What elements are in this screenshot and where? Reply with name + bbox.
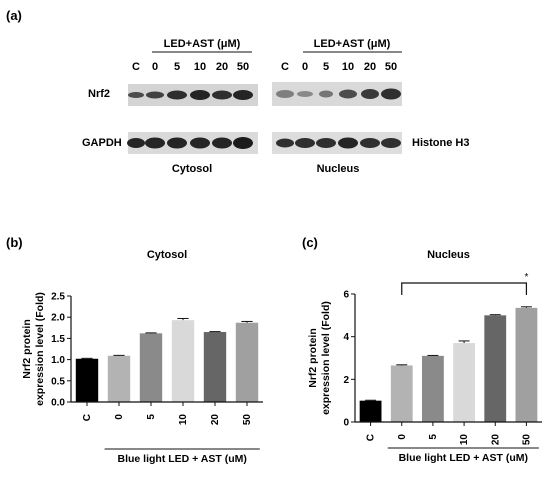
bar bbox=[203, 332, 227, 402]
cytosol-nrf2-band bbox=[212, 90, 232, 100]
cytosol-gapdh-band bbox=[212, 137, 232, 149]
nucleus-treatment-label: LED+AST (μM) bbox=[314, 38, 391, 50]
nucleus-nrf2-band bbox=[319, 90, 333, 98]
y-tick-label: 0.5 bbox=[51, 376, 65, 387]
y-tick-label: 0 bbox=[343, 418, 349, 429]
panel-b: (b) Cytosol 0.0 0.5 1.0 1.5 2.0 2.5 Nrf2 protei… bbox=[6, 235, 263, 465]
nucleus-histone-band bbox=[295, 138, 315, 148]
bar bbox=[515, 307, 538, 422]
cytosol-treatment-label: LED+AST (μM) bbox=[164, 38, 241, 50]
nucleus-nrf2-band bbox=[361, 89, 379, 99]
nucleus-histone-band bbox=[360, 138, 380, 148]
panel-a-label: (a) bbox=[6, 8, 22, 23]
bar bbox=[359, 400, 382, 422]
cytosol-fraction-label: Cytosol bbox=[172, 163, 212, 175]
y-tick-label: 1.0 bbox=[51, 355, 65, 366]
panel-a: (a) LED+AST (μM) LED+AST (μM) C 0 5 10 20 50 … bbox=[6, 8, 469, 175]
panel-b-label: (b) bbox=[6, 235, 23, 250]
cytosol-lane-label: 5 bbox=[174, 61, 180, 73]
nucleus-lane-label: 0 bbox=[302, 61, 308, 73]
bar bbox=[235, 322, 259, 402]
cytosol-lane-labels: C 0 5 10 20 50 bbox=[132, 61, 249, 73]
nucleus-lane-label: 10 bbox=[342, 61, 354, 73]
nucleus-nrf2-band bbox=[339, 89, 357, 99]
nucleus-histone-blot bbox=[272, 132, 402, 154]
nucleus-lane-label: 5 bbox=[323, 61, 329, 73]
cytosol-lane-label: 50 bbox=[237, 61, 249, 73]
cytosol-nrf2-band bbox=[190, 90, 210, 100]
x-tick-label: 0 bbox=[114, 414, 125, 420]
x-tick-label: 0 bbox=[397, 434, 408, 440]
cytosol-gapdh-band bbox=[127, 138, 145, 148]
y-tick-label: 2.5 bbox=[51, 292, 65, 303]
bar bbox=[484, 315, 507, 422]
chart-title: Cytosol bbox=[147, 249, 187, 261]
cytosol-gapdh-band bbox=[145, 137, 165, 149]
cytosol-gapdh-band bbox=[167, 137, 187, 149]
x-axis-label: Blue light LED + AST (uM) bbox=[117, 453, 246, 465]
bar bbox=[422, 355, 444, 422]
y-tick-label: 2.0 bbox=[51, 313, 65, 324]
nucleus-nrf2-band bbox=[381, 88, 401, 100]
bar bbox=[75, 358, 99, 402]
cytosol-lane-label: 20 bbox=[216, 61, 228, 73]
x-tick-label: 10 bbox=[459, 434, 470, 446]
nucleus-nrf2-band bbox=[297, 91, 313, 97]
x-tick-label: 50 bbox=[242, 414, 253, 426]
nucleus-bar-chart: Nucleus 0 2 4 6 Nrf2 proteinexpression level … bbox=[307, 249, 542, 464]
bar bbox=[171, 320, 195, 402]
y-tick-label: 6 bbox=[343, 290, 349, 301]
x-tick-label: 5 bbox=[428, 434, 439, 440]
x-tick-label: 20 bbox=[210, 414, 221, 426]
bar bbox=[453, 343, 475, 422]
y-tick-label: 2 bbox=[343, 375, 349, 386]
nucleus-fraction-label: Nucleus bbox=[317, 163, 360, 175]
y-axis-label: Nrf2 proteinexpression level (Fold) bbox=[21, 292, 46, 406]
x-tick-label: 50 bbox=[521, 434, 532, 446]
nucleus-lane-label: 50 bbox=[385, 61, 397, 73]
y-tick-label: 1.5 bbox=[51, 334, 65, 345]
x-tick-label: 10 bbox=[178, 414, 189, 426]
panel-c: (c) Nucleus 0 2 4 6 Nrf2 proteinexpression le… bbox=[302, 235, 542, 464]
panel-c-label: (c) bbox=[302, 235, 318, 250]
nucleus-lane-label: C bbox=[281, 61, 289, 73]
cytosol-lane-label: 10 bbox=[194, 61, 206, 73]
cytosol-gapdh-band bbox=[233, 137, 253, 149]
y-axis-label: Nrf2 proteinexpression level (Fold) bbox=[307, 301, 332, 415]
cytosol-nrf2-band bbox=[128, 92, 144, 98]
cytosol-nrf2-band bbox=[146, 91, 164, 99]
nucleus-lane-label: 20 bbox=[364, 61, 376, 73]
cytosol-gapdh-band bbox=[190, 137, 210, 149]
nrf2-row-label: Nrf2 bbox=[88, 88, 110, 100]
cytosol-lane-label: C bbox=[132, 61, 140, 73]
nucleus-lane-labels: C 0 5 10 20 50 bbox=[281, 61, 397, 73]
cytosol-nrf2-band bbox=[167, 90, 187, 100]
chart-title: Nucleus bbox=[427, 249, 470, 261]
nucleus-nrf2-blot bbox=[272, 82, 402, 106]
nucleus-histone-band bbox=[338, 137, 358, 149]
y-tick-label: 0.0 bbox=[51, 398, 65, 409]
blot-bands bbox=[127, 88, 401, 149]
bar bbox=[390, 365, 413, 422]
gapdh-row-label: GAPDH bbox=[82, 137, 122, 149]
x-tick-label: 20 bbox=[490, 434, 501, 446]
x-tick-label: C bbox=[82, 414, 93, 421]
x-tick-label: C bbox=[366, 434, 377, 441]
nucleus-nrf2-band bbox=[276, 90, 294, 98]
y-tick-label: 4 bbox=[343, 332, 349, 343]
nucleus-histone-band bbox=[381, 138, 401, 148]
bar bbox=[139, 333, 163, 402]
bar bbox=[107, 355, 131, 402]
significance-bracket bbox=[401, 282, 528, 295]
histone-h3-label: Histone H3 bbox=[412, 137, 469, 149]
nucleus-histone-band bbox=[316, 138, 336, 148]
cytosol-lane-label: 0 bbox=[152, 61, 158, 73]
x-axis-label: Blue light LED + AST (uM) bbox=[399, 452, 528, 464]
nucleus-histone-band bbox=[276, 138, 294, 148]
cytosol-nrf2-band bbox=[233, 90, 253, 100]
cytosol-bar-chart: Cytosol 0.0 0.5 1.0 1.5 2.0 2.5 Nrf2 proteinexp… bbox=[21, 249, 263, 465]
x-tick-label: 5 bbox=[146, 414, 157, 420]
significance-marker: * bbox=[524, 272, 528, 283]
